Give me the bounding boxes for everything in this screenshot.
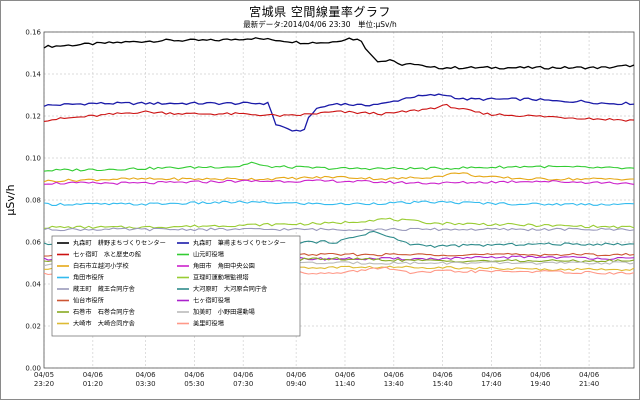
series-line [43, 161, 635, 172]
legend-label: 七ヶ宿町 水と歴史の館 [73, 251, 141, 259]
series-line [43, 103, 635, 122]
series-line [43, 179, 635, 185]
legend-label: 加美町 小野田運動場 [193, 308, 255, 316]
series-line [43, 37, 635, 70]
y-tick-label: 0.16 [25, 29, 41, 37]
y-tick-label: 0.04 [25, 281, 41, 289]
legend-label: 美里町役場 [193, 320, 224, 328]
plot-border [43, 31, 635, 369]
chart-subtitle: 最新データ:2014/04/06 23:30 単位:μSv/h [243, 20, 397, 29]
series-line [43, 172, 635, 183]
y-tick-label: 0.02 [25, 323, 41, 331]
legend-label: 蔵王町 蔵王合同庁舎 [73, 285, 135, 293]
y-tick-label: 0.12 [25, 113, 41, 121]
x-tick-date: 04/06 [233, 371, 254, 379]
legend-label: 角田市 角田中央公園 [193, 262, 255, 270]
x-tick-time: 15:40 [433, 380, 453, 388]
series-line [43, 200, 635, 206]
x-tick-date: 04/06 [135, 371, 156, 379]
legend-label: 亘理町運動場監視塔 [193, 274, 249, 282]
x-tick-time: 13:40 [384, 380, 404, 388]
x-tick-date: 04/06 [335, 371, 356, 379]
y-tick-label: 0.08 [25, 197, 41, 205]
series-line [43, 227, 635, 232]
x-tick-time: 23:20 [34, 380, 54, 388]
legend-label: 仙台市役所 [73, 297, 104, 305]
legend-label: 丸森町 耕野まちづくりセンター [73, 239, 166, 247]
legend-label: 石巻市 石巻合同庁舎 [73, 308, 135, 316]
y-tick-label: 0.10 [25, 155, 41, 163]
series-line [44, 217, 635, 230]
x-tick-date: 04/06 [481, 371, 502, 379]
legend-label: 大崎市 大崎合同庁舎 [73, 320, 135, 328]
x-tick-time: 11:40 [335, 380, 355, 388]
y-tick-label: 0.00 [25, 365, 41, 373]
legend-label: 角田市役所 [73, 274, 104, 282]
x-tick-date: 04/06 [83, 371, 104, 379]
legend-label: 白石市立越河小学校 [73, 262, 129, 270]
y-tick-label: 0.06 [25, 239, 41, 247]
x-tick-time: 05:30 [184, 380, 204, 388]
x-tick-time: 09:40 [286, 380, 306, 388]
legend-box [51, 235, 301, 337]
legend-label: 丸森町 筆甫まちづくりセンター [193, 239, 286, 247]
x-tick-time: 21:40 [579, 380, 599, 388]
chart-title: 宮城県 空間線量率グラフ [249, 5, 391, 19]
x-tick-time: 17:40 [481, 380, 501, 388]
x-tick-time: 03:30 [135, 380, 155, 388]
legend-label: 大河原町 大河原合同庁舎 [193, 285, 267, 293]
x-tick-time: 19:40 [530, 380, 550, 388]
legend-label: 七ヶ宿町役場 [193, 297, 230, 305]
x-tick-date: 04/06 [286, 371, 307, 379]
y-tick-label: 0.14 [25, 71, 41, 79]
x-tick-time: 07:30 [233, 380, 253, 388]
x-tick-date: 04/05 [34, 371, 54, 379]
series-line [43, 93, 635, 132]
x-tick-date: 04/06 [433, 371, 454, 379]
x-tick-date: 04/06 [579, 371, 600, 379]
legend-label: 山元町役場 [193, 251, 224, 259]
x-tick-date: 04/06 [384, 371, 405, 379]
x-tick-time: 01:20 [83, 380, 103, 388]
x-tick-date: 04/06 [184, 371, 205, 379]
x-tick-date: 04/06 [530, 371, 551, 379]
y-axis-label: μSv/h [4, 184, 17, 215]
